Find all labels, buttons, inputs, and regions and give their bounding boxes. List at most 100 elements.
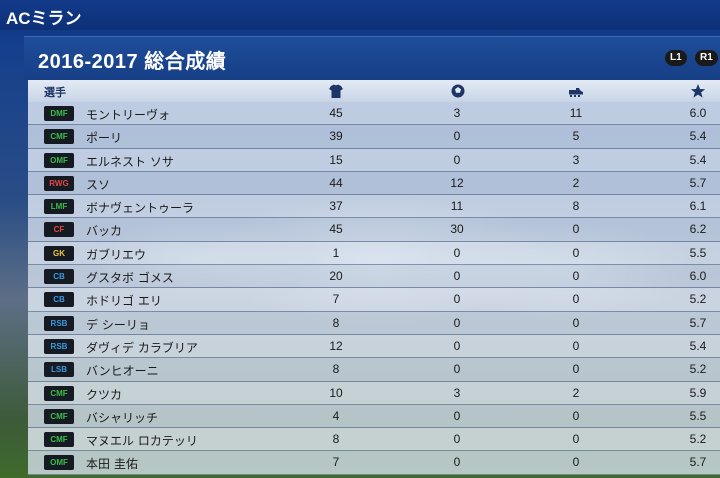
position-badge: RSB — [44, 338, 74, 354]
ball-icon[interactable] — [450, 83, 466, 99]
table-row[interactable]: RWG スソ 44 12 2 5.7 — [28, 171, 720, 196]
table-row[interactable]: CB ホドリゴ エリ 7 0 0 5.2 — [28, 288, 720, 312]
position-badge: CMF — [44, 129, 74, 145]
appearances-value: 10 — [329, 385, 343, 400]
position-badge: OMF — [44, 455, 74, 471]
assists-value: 11 — [569, 106, 583, 120]
table-row[interactable]: OMF エルネスト ソサ 15 0 3 5.4 — [28, 148, 720, 172]
position-badge: CF — [44, 222, 74, 238]
top-bar: ACミラン — [0, 0, 720, 30]
rating-value: 5.2 — [689, 432, 707, 447]
appearances-value: 8 — [332, 362, 340, 377]
table-row[interactable]: LMF ボナヴェントゥーラ 37 11 8 6.1 — [28, 195, 720, 219]
player-name: ポーリ — [86, 131, 123, 146]
position-badge: CB — [44, 269, 74, 285]
goals-value: 0 — [453, 152, 461, 167]
rating-value: 5.5 — [689, 408, 707, 423]
star-icon[interactable] — [690, 83, 706, 99]
rating-value: 5.7 — [689, 175, 707, 190]
rating-value: 5.4 — [689, 152, 707, 167]
appearances-value: 45 — [329, 106, 343, 120]
r1-button[interactable]: R1 — [695, 50, 718, 66]
rating-value: 5.4 — [689, 338, 707, 353]
player-name: デ シーリョ — [86, 317, 150, 332]
table-row[interactable]: CMF マヌエル ロカテッリ 8 0 0 5.2 — [28, 428, 720, 452]
player-column-label[interactable]: 選手 — [44, 86, 66, 99]
boot-icon[interactable] — [568, 83, 584, 99]
goals-value: 0 — [453, 432, 461, 447]
table-row[interactable]: CB グスタボ ゴメス 20 0 0 6.0 — [28, 265, 720, 289]
rating-value: 5.4 — [689, 129, 707, 144]
rating-value: 6.0 — [689, 106, 707, 120]
goals-value: 0 — [453, 269, 461, 284]
goals-value: 12 — [450, 175, 464, 190]
table-row[interactable]: OMF 本田 圭佑 7 0 0 5.7 — [28, 451, 720, 475]
appearances-value: 45 — [329, 222, 343, 237]
table-row[interactable]: CMF クツカ 10 3 2 5.9 — [28, 381, 720, 405]
assists-value: 0 — [572, 222, 580, 237]
rating-value: 6.2 — [689, 222, 707, 237]
appearances-value: 7 — [332, 455, 340, 470]
appearances-value: 15 — [329, 152, 343, 167]
assists-value: 8 — [572, 199, 580, 214]
rating-value: 5.5 — [689, 245, 707, 260]
rating-value: 5.7 — [689, 455, 707, 470]
player-name: スソ — [86, 177, 111, 192]
assists-value: 0 — [572, 362, 580, 377]
rating-value: 5.2 — [689, 362, 707, 377]
appearances-value: 39 — [329, 129, 343, 144]
appearances-value: 8 — [332, 315, 340, 330]
position-badge: LSB — [44, 362, 74, 378]
rating-value: 6.0 — [689, 269, 707, 284]
rating-value: 5.7 — [689, 315, 707, 330]
assists-value: 0 — [572, 408, 580, 423]
position-badge: RSB — [44, 315, 74, 331]
rating-value: 5.9 — [689, 385, 707, 400]
table-row[interactable]: CMF バシャリッチ 4 0 0 5.5 — [28, 404, 720, 429]
player-name: ガブリエウ — [86, 247, 147, 262]
assists-value: 0 — [572, 455, 580, 470]
jersey-icon[interactable] — [328, 83, 344, 99]
column-header: 選手 — [28, 80, 720, 102]
table-row[interactable]: CMF ポーリ 39 0 5 5.4 — [28, 125, 720, 149]
table-row[interactable]: RSB ダヴィデ カラブリア 12 0 0 5.4 — [28, 334, 720, 359]
season-title: 2016-2017 総合成績 — [38, 51, 227, 73]
player-name: モントリーヴォ — [86, 108, 171, 122]
position-badge: OMF — [44, 152, 74, 168]
l1-button[interactable]: L1 — [665, 50, 687, 66]
assists-value: 0 — [572, 315, 580, 330]
player-name: バンヒオーニ — [86, 364, 159, 379]
player-name: ホドリゴ エリ — [86, 294, 162, 309]
assists-value: 3 — [572, 152, 580, 167]
position-badge: CMF — [44, 408, 74, 424]
position-badge: CB — [44, 292, 74, 308]
goals-value: 3 — [453, 106, 461, 120]
table-row[interactable]: DMF モントリーヴォ 45 3 11 6.0 — [28, 102, 720, 126]
assists-value: 0 — [572, 245, 580, 260]
player-name: バッカ — [86, 224, 123, 239]
table-row[interactable]: LSB バンヒオーニ 8 0 0 5.2 — [28, 358, 720, 382]
assists-value: 5 — [572, 129, 580, 144]
player-name: バシャリッチ — [86, 410, 159, 425]
appearances-value: 8 — [332, 432, 340, 447]
player-stats-table: DMF モントリーヴォ 45 3 11 6.0 CMF ポーリ 39 0 5 5.4 OMF エルネスト … — [28, 102, 720, 475]
goals-value: 0 — [453, 129, 461, 144]
assists-value: 0 — [572, 432, 580, 447]
position-badge: LMF — [44, 199, 74, 215]
goals-value: 3 — [453, 385, 461, 400]
appearances-value: 4 — [332, 408, 340, 423]
goals-value: 0 — [453, 408, 461, 423]
assists-value: 2 — [572, 175, 580, 190]
position-badge: DMF — [44, 106, 74, 121]
appearances-value: 7 — [332, 292, 340, 307]
table-row[interactable]: RSB デ シーリョ 8 0 0 5.7 — [28, 311, 720, 335]
assists-value: 0 — [572, 292, 580, 307]
assists-value: 0 — [572, 338, 580, 353]
player-name: グスタボ ゴメス — [86, 271, 174, 286]
appearances-value: 12 — [329, 338, 343, 353]
rating-value: 6.1 — [689, 199, 707, 214]
table-row[interactable]: CF バッカ 45 30 0 6.2 — [28, 218, 720, 242]
table-row[interactable]: GK ガブリエウ 1 0 0 5.5 — [28, 241, 720, 266]
goals-value: 0 — [453, 245, 461, 260]
assists-value: 0 — [572, 269, 580, 284]
